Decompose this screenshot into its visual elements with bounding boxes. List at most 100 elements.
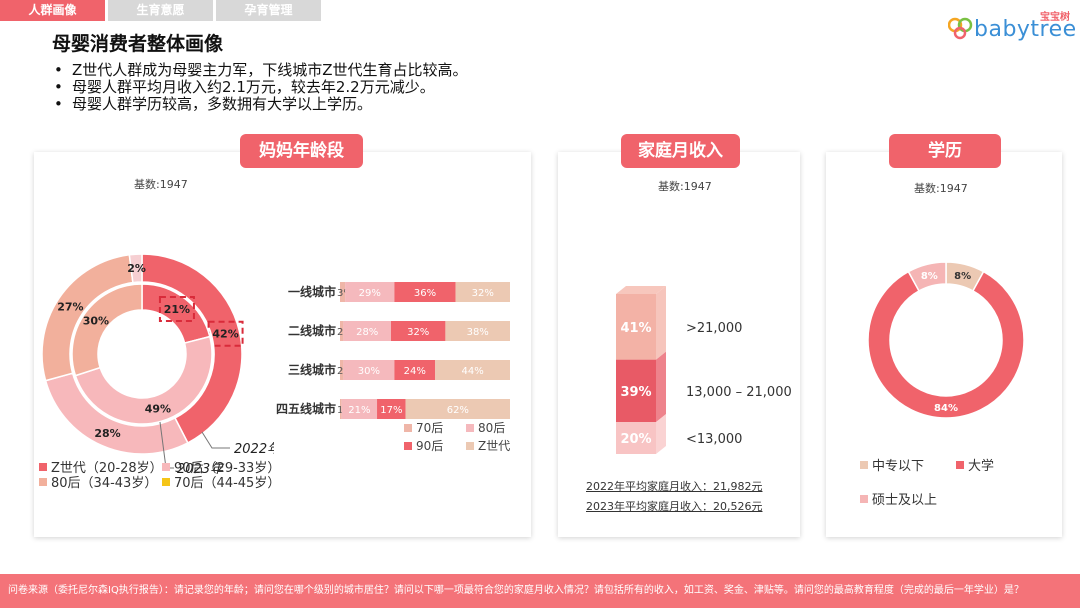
- ring-label-2023: 2023年: [177, 462, 225, 474]
- city-category-label: 一线城市: [288, 284, 336, 299]
- income-bar-segment: [616, 422, 656, 454]
- donut-slice-label: 42%: [212, 328, 238, 341]
- legend-item-70: 70后（44-45岁）: [162, 472, 280, 491]
- city-bar-segment: [435, 360, 510, 380]
- donut-slice: [74, 335, 213, 425]
- city-bar-segment: [405, 399, 510, 419]
- city-bar-segment: [340, 399, 342, 419]
- income-category-label: <13,000: [686, 432, 742, 447]
- tab-birth-intention[interactable]: 生育意愿: [108, 0, 213, 21]
- edu-donut-chart: 8% 84% 8%: [867, 261, 1025, 419]
- city-legend-label: 80后: [478, 421, 505, 435]
- city-bar-label: 62%: [447, 405, 469, 416]
- city-legend-swatch: [404, 424, 412, 432]
- donut-slice-label: 28%: [94, 427, 120, 440]
- city-bar-segment: [391, 321, 446, 341]
- logo-cn-text: 宝宝树: [1040, 12, 1070, 23]
- city-bar-label: 24%: [404, 366, 426, 377]
- legend-swatch: [956, 461, 964, 469]
- city-bar-label: 32%: [472, 288, 494, 299]
- bullet-item: 母婴人群学历较高，多数拥有大学以上学历。: [52, 96, 468, 114]
- donut-slice-label: 49%: [145, 403, 171, 416]
- income-note-2023: 2023年平均家庭月收入：20,526元: [586, 500, 763, 513]
- city-bar-segment: [394, 360, 436, 380]
- income-bar-segment: [616, 294, 656, 360]
- income-category-label: >21,000: [686, 321, 742, 336]
- page-title: 母婴消费者整体画像: [52, 33, 224, 55]
- city-legend-swatch: [466, 442, 474, 450]
- city-bar-segment: [343, 321, 391, 341]
- logo-wordmark: babytree: [974, 17, 1077, 42]
- city-category-label: 四五线城市: [276, 401, 336, 416]
- city-bar-label: 17%: [380, 405, 402, 416]
- city-bar-label: 30%: [358, 366, 380, 377]
- donut-slice-label: 21%: [164, 303, 190, 316]
- city-bar-label: 36%: [414, 288, 436, 299]
- city-legend-swatch: [404, 442, 412, 450]
- edu-card: 基数:1947 8% 84% 8% 中专以下 大学 硕士及以上: [826, 152, 1062, 537]
- city-bar-segment: [377, 399, 406, 419]
- edu-slice-label: 8%: [954, 271, 971, 282]
- babytree-logo: 宝宝树 babytree: [948, 8, 1076, 42]
- edu-slice-label: 8%: [921, 271, 938, 282]
- age-card: 基数:1947 42% 28% 27% 2% 21% 49% 30% 2022年 2023年 一…: [34, 152, 531, 537]
- city-bar-segment: [394, 282, 456, 302]
- income-card: 基数:1947 20% <13,000 39% 13,000 – 21,000 41% >…: [558, 152, 800, 537]
- bullet-item: 母婴人群平均月收入约2.1万元，较去年2.2万元减少。: [52, 79, 468, 97]
- top-tabs: 人群画像 生育意愿 孕育管理: [0, 0, 321, 21]
- city-bar-label: 28%: [356, 327, 378, 338]
- city-category-label: 三线城市: [288, 362, 336, 377]
- income-bar-top: [616, 286, 666, 294]
- legend-swatch: [162, 463, 170, 471]
- income-bar-side: [656, 286, 666, 360]
- income-bar-label: 39%: [620, 385, 651, 400]
- city-bar-label: 29%: [359, 288, 381, 299]
- donut-slice-label: 2%: [127, 262, 146, 275]
- city-bar-segment: [345, 282, 395, 302]
- edu-base-label: 基数:1947: [914, 182, 968, 195]
- bullet-item: Z世代人群成为母婴主力军，下线城市Z世代生育占比较高。: [52, 62, 468, 80]
- city-bar-label: 38%: [467, 327, 489, 338]
- legend-swatch: [860, 461, 868, 469]
- tab-pregnancy-management[interactable]: 孕育管理: [216, 0, 321, 21]
- income-section-pill: 家庭月收入: [621, 134, 740, 168]
- age-base-label: 基数:1947: [134, 178, 188, 191]
- edu-donut-slice: [907, 261, 947, 292]
- age-legend: Z世代（20-28岁） 90后（29-33岁） 80后（34-43岁） 70后（…: [34, 457, 294, 497]
- city-bar-label: 32%: [407, 327, 429, 338]
- income-category-label: 13,000 – 21,000: [686, 385, 792, 400]
- legend-swatch: [162, 478, 170, 486]
- tab-population-profile[interactable]: 人群画像: [0, 0, 105, 21]
- city-bar-segment: [340, 282, 346, 302]
- income-bar-label: 20%: [620, 432, 651, 447]
- legend-item-z: Z世代（20-28岁）: [39, 457, 163, 476]
- city-bar-label: 21%: [348, 405, 370, 416]
- income-bar-segment: [616, 359, 656, 422]
- ring-label-2022: 2022年: [234, 442, 274, 457]
- age-section-pill: 妈妈年龄段: [240, 134, 363, 168]
- footer-source-note: 问卷来源（委托尼尔森IQ执行报告）：请记录您的年龄；请问您在哪个级别的城市居住？…: [0, 574, 1080, 608]
- summary-bullets: Z世代人群成为母婴主力军，下线城市Z世代生育占比较高。 母婴人群平均月收入约2.…: [52, 62, 468, 114]
- age-nested-donut-chart: 42% 28% 27% 2% 21% 49% 30% 2022年 2023年: [41, 253, 274, 474]
- city-bar-label: 44%: [461, 366, 483, 377]
- city-legend-label: Z世代: [478, 439, 510, 453]
- legend-swatch: [39, 478, 47, 486]
- city-legend-swatch: [466, 424, 474, 432]
- edu-donut-slice: [867, 270, 1025, 419]
- income-base-label: 基数:1947: [658, 180, 712, 193]
- edu-legend: 中专以下 大学 硕士及以上: [826, 455, 1062, 508]
- legend-swatch: [39, 463, 47, 471]
- city-stacked-bar-chart: 一线城市3%29%36%32%二线城市2%28%32%38%三线城市2%30%2…: [276, 282, 510, 453]
- income-stacked-bar-chart: 20% <13,000 39% 13,000 – 21,000 41% >21,000: [616, 286, 792, 454]
- legend-item-edu-mid: 中专以下: [860, 455, 924, 474]
- city-legend-label: 70后: [416, 421, 443, 435]
- city-bar-segment: [343, 360, 395, 380]
- edu-slice-label: 84%: [934, 403, 958, 414]
- donut-slice-label: 30%: [83, 314, 109, 327]
- income-note-2022: 2022年平均家庭月收入：21,982元: [586, 480, 763, 493]
- city-category-label: 二线城市: [288, 323, 336, 338]
- legend-item-90: 90后（29-33岁）: [162, 457, 280, 476]
- income-bar-side: [656, 351, 666, 422]
- legend-swatch: [860, 495, 868, 503]
- city-bar-segment: [341, 399, 378, 419]
